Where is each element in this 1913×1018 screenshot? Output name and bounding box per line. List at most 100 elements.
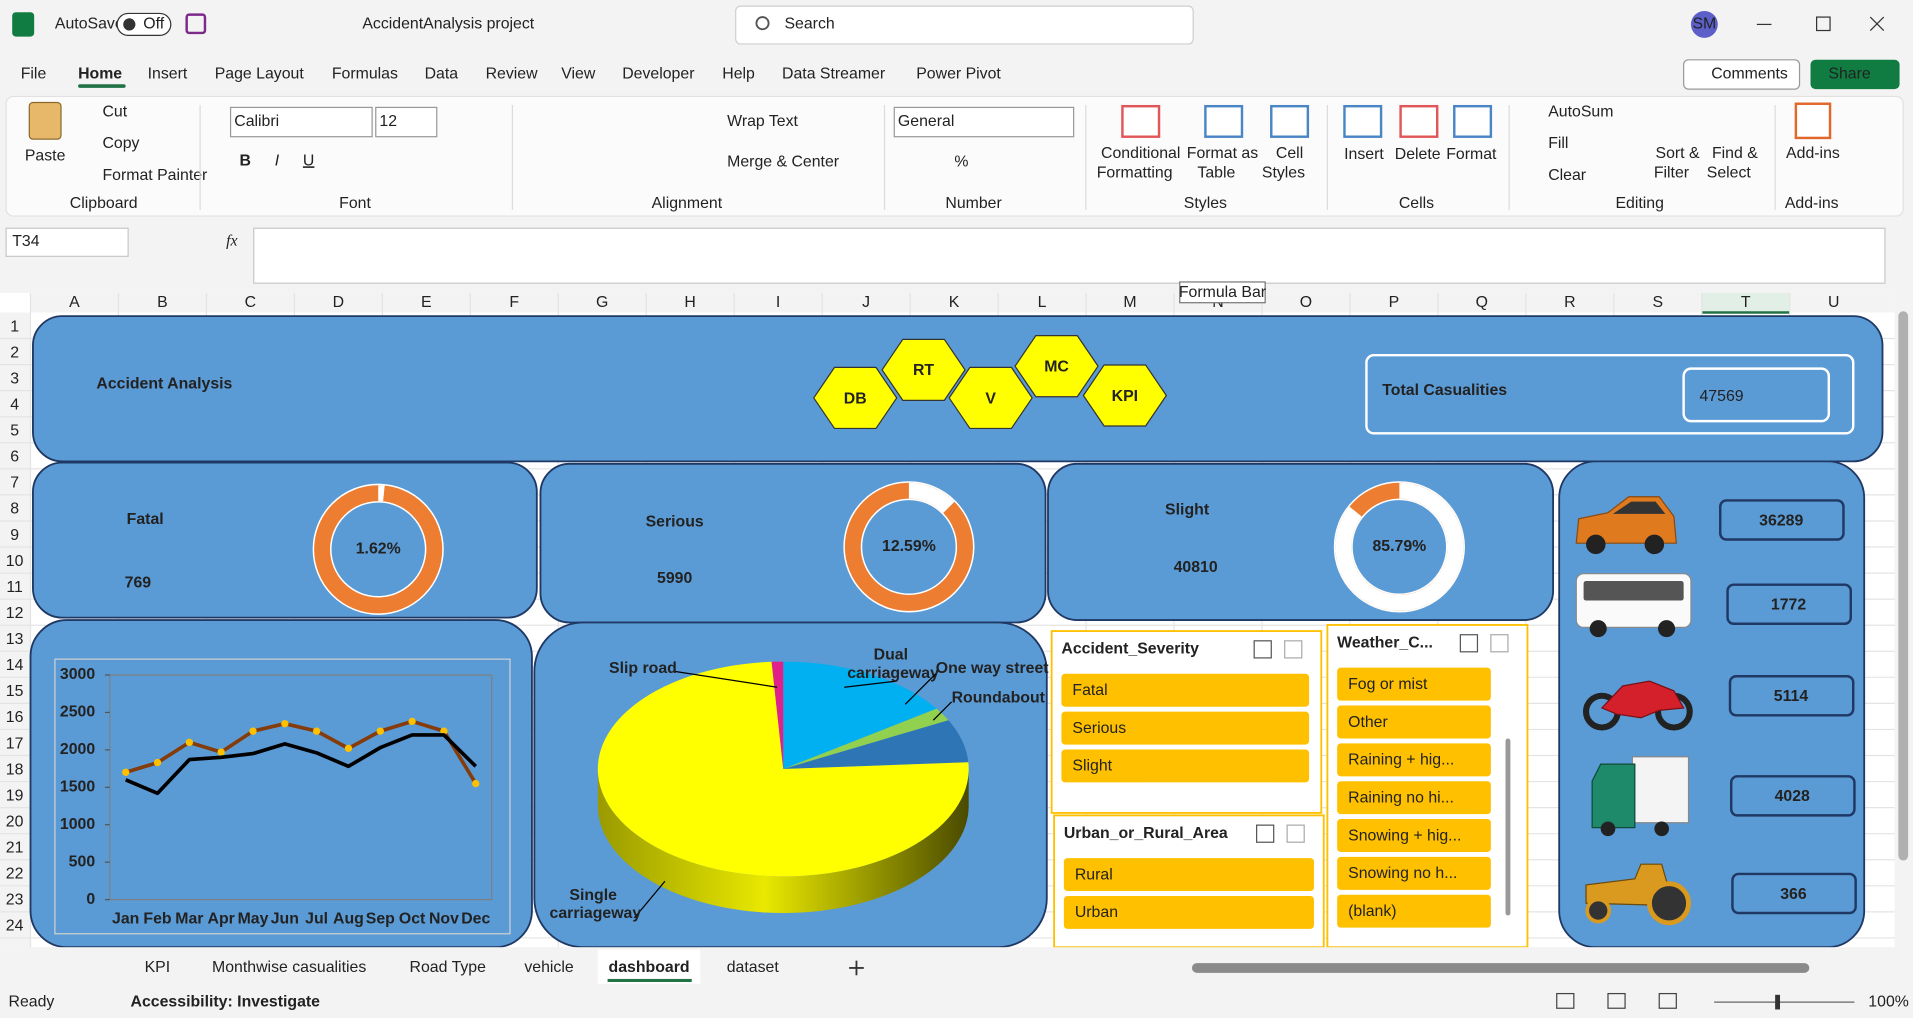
slicer-item-label[interactable]: Urban <box>1075 904 1118 921</box>
share-label[interactable]: Share <box>1828 66 1870 83</box>
ribbon-button-label[interactable]: Merge & Center <box>727 154 840 171</box>
view-button[interactable] <box>1607 992 1626 1009</box>
menu-tab[interactable]: Page Layout <box>215 66 305 83</box>
ribbon-button-label[interactable]: Format Painter <box>102 167 208 184</box>
ribbon-button-label[interactable]: Format as <box>1187 145 1258 162</box>
slicer-item[interactable] <box>1337 819 1491 852</box>
menu-tab[interactable]: Power Pivot <box>916 66 1001 83</box>
view-button[interactable] <box>1658 992 1677 1009</box>
ribbon-button-label[interactable]: Format <box>1446 146 1497 163</box>
slicer-item[interactable] <box>1337 781 1491 815</box>
ribbon-button-label[interactable]: B <box>239 152 250 169</box>
slicer-item-label[interactable]: Snowing + hig... <box>1348 827 1461 844</box>
add-ins-icon[interactable] <box>1794 102 1832 140</box>
slicer-clear-filter[interactable] <box>1284 640 1303 659</box>
status-accessibility[interactable]: Accessibility: Investigate <box>131 993 321 1010</box>
ribbon-button-label[interactable]: U <box>303 152 314 169</box>
slicer-item[interactable] <box>1063 858 1314 892</box>
slicer-item[interactable] <box>1337 667 1491 701</box>
menu-tab[interactable]: File <box>21 66 47 83</box>
ribbon-button-label[interactable]: Cut <box>102 103 127 120</box>
nav-label[interactable]: KPI <box>1112 388 1138 405</box>
autosave-toggle-text[interactable]: Off <box>143 16 164 33</box>
number-format-box[interactable] <box>893 106 1075 138</box>
nav-hexagon[interactable] <box>948 366 1033 430</box>
menu-tab[interactable]: Data Streamer <box>782 66 886 83</box>
slicer-multiselect[interactable] <box>1459 634 1479 653</box>
ribbon-button-label[interactable]: % <box>954 154 968 171</box>
ribbon-button-label[interactable]: Filter <box>1654 165 1690 182</box>
comments-label[interactable]: Comments <box>1711 66 1788 83</box>
ribbon-button-label[interactable]: General <box>898 113 954 130</box>
nav-hexagon[interactable] <box>1082 364 1168 427</box>
ribbon-button-label[interactable]: Select <box>1707 165 1752 182</box>
slicer-item-label[interactable]: Raining + hig... <box>1348 752 1454 769</box>
ribbon-button-label[interactable]: Cell <box>1276 145 1303 162</box>
slicer-item-label[interactable]: (blank) <box>1348 903 1396 920</box>
sheet-tab[interactable]: dataset <box>727 959 780 976</box>
menu-tab[interactable]: Home <box>78 66 122 83</box>
menu-tab[interactable]: Insert <box>148 66 188 83</box>
slicer-item[interactable] <box>1337 705 1491 739</box>
slicer-item-label[interactable]: Fog or mist <box>1348 676 1428 693</box>
ribbon-button-label[interactable]: I <box>275 152 280 169</box>
insert-function[interactable]: fx <box>226 232 237 249</box>
slicer-item[interactable] <box>1063 895 1314 929</box>
sheet-tab[interactable]: vehicle <box>524 959 574 976</box>
slicer-item[interactable] <box>1061 711 1310 745</box>
slicer-item[interactable] <box>1337 743 1491 777</box>
slicer-clear-filter[interactable] <box>1286 824 1305 843</box>
ribbon-icon[interactable] <box>1453 104 1493 138</box>
ribbon-button-label[interactable]: Clear <box>1548 167 1587 184</box>
ribbon-button-label[interactable]: Fill <box>1548 135 1568 152</box>
slicer-scrollbar[interactable] <box>1505 738 1511 916</box>
slicer-item-label[interactable]: Other <box>1348 714 1388 731</box>
menu-tab[interactable]: View <box>561 66 596 83</box>
font-name-box[interactable] <box>229 106 373 138</box>
search-box[interactable] <box>735 5 1194 45</box>
slicer-item-label[interactable]: Fatal <box>1072 682 1107 699</box>
ribbon-button-label[interactable]: Insert <box>1344 146 1384 163</box>
ribbon-button-label[interactable]: Find & <box>1712 145 1758 162</box>
slicer-item[interactable] <box>1061 749 1310 783</box>
menu-tab[interactable]: Help <box>722 66 755 83</box>
zoom-thumb[interactable] <box>1775 994 1781 1010</box>
ribbon-icon[interactable] <box>1270 104 1310 138</box>
ribbon-icon[interactable] <box>1204 104 1244 138</box>
slicer-item-label[interactable]: Slight <box>1072 758 1112 775</box>
slicer-item-label[interactable]: Raining no hi... <box>1348 789 1454 806</box>
slicer-multiselect[interactable] <box>1253 640 1272 659</box>
ribbon-button-label[interactable]: Calibri <box>234 113 279 130</box>
name-box[interactable] <box>5 227 129 257</box>
slicer-item-label[interactable]: Serious <box>1072 720 1126 737</box>
nav-label[interactable]: V <box>985 390 996 407</box>
slicer-multiselect[interactable] <box>1256 824 1275 843</box>
ribbon-button-label[interactable]: Copy <box>102 135 139 152</box>
nav-label[interactable]: RT <box>913 362 934 379</box>
ribbon-button-label[interactable]: AutoSum <box>1548 103 1613 120</box>
search-placeholder[interactable]: Search <box>784 16 834 33</box>
slicer-item-label[interactable]: Rural <box>1075 866 1113 883</box>
comments-button[interactable] <box>1683 59 1801 90</box>
maximize-button[interactable] <box>1816 16 1831 32</box>
nav-hexagon[interactable] <box>1014 335 1099 398</box>
paste-icon[interactable] <box>28 101 62 140</box>
h-scroll-thumb[interactable] <box>1191 963 1810 973</box>
menu-tab[interactable]: Review <box>486 66 539 83</box>
name-box-text[interactable]: T34 <box>12 233 40 250</box>
slicer-clear-filter[interactable] <box>1490 634 1509 653</box>
menu-tab[interactable]: Data <box>425 66 459 83</box>
nav-label[interactable]: DB <box>844 390 867 407</box>
user-avatar[interactable] <box>1690 10 1718 38</box>
sheet-tab[interactable]: Road Type <box>410 959 487 976</box>
v-scroll-thumb[interactable] <box>1898 311 1909 861</box>
slicer-item-label[interactable]: Snowing no h... <box>1348 865 1457 882</box>
view-button[interactable] <box>1556 992 1575 1009</box>
ribbon-button-label[interactable]: 12 <box>379 113 397 130</box>
sheet-tab[interactable]: KPI <box>145 959 171 976</box>
sheet-tab[interactable]: dashboard <box>609 959 690 976</box>
ribbon-button-label[interactable]: Add-ins <box>1786 145 1840 162</box>
nav-hexagon[interactable] <box>881 338 966 401</box>
ribbon-button-label[interactable]: Conditional <box>1101 145 1180 162</box>
user-initials[interactable]: SM <box>1692 16 1716 33</box>
